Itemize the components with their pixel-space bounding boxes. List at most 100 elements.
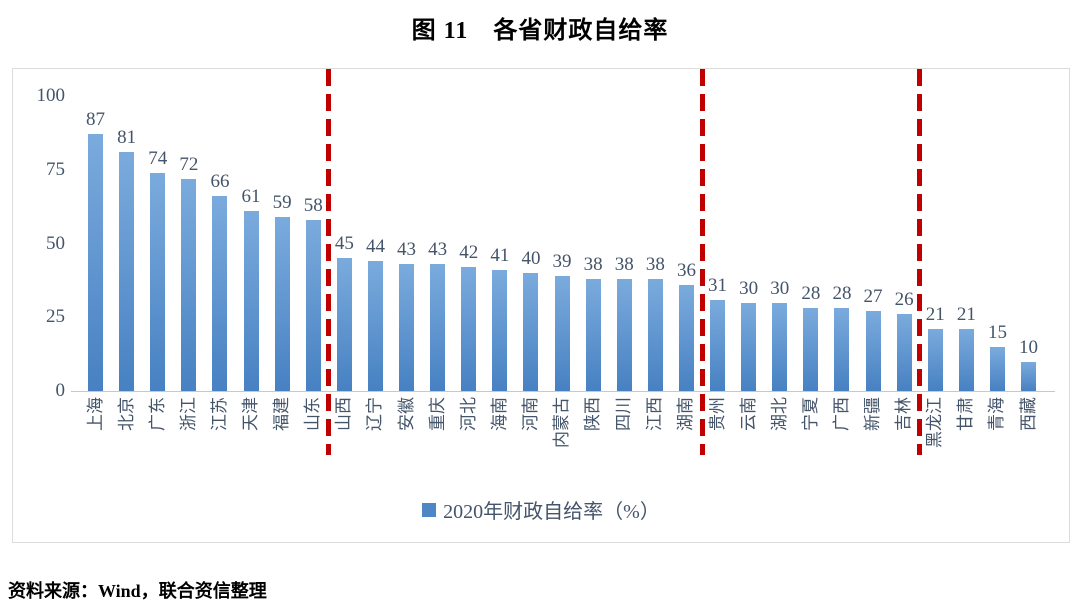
bar-value-label: 72 <box>179 153 199 175</box>
bar-value-label: 10 <box>1019 336 1039 358</box>
bar-value-label: 42 <box>459 242 479 264</box>
x-category-label: 福建 <box>272 397 292 431</box>
x-category-label: 青海 <box>987 397 1007 431</box>
x-category-label: 西藏 <box>1018 397 1038 431</box>
bar-value-label: 40 <box>521 248 541 269</box>
y-tick-label: 0 <box>55 380 66 401</box>
bar <box>585 278 601 391</box>
x-category-label: 湖北 <box>769 397 789 431</box>
y-tick-label: 25 <box>46 306 65 328</box>
group-divider-line <box>326 69 332 455</box>
bar <box>492 270 508 391</box>
x-category-label: 安徽 <box>396 397 416 431</box>
bar <box>336 258 352 391</box>
bar <box>989 346 1005 391</box>
x-category-label: 河北 <box>458 397 478 431</box>
x-category-label: 吉林 <box>894 397 914 431</box>
x-category-label: 广西 <box>831 397 851 431</box>
bar <box>367 261 383 391</box>
bar <box>88 134 104 391</box>
x-category-label: 江西 <box>645 397 665 431</box>
bar <box>896 314 912 391</box>
bar-value-label: 87 <box>86 109 106 131</box>
bar-value-label: 38 <box>583 253 603 275</box>
bar <box>150 172 166 391</box>
bar <box>430 264 446 391</box>
bar <box>834 308 850 391</box>
bar <box>119 152 135 391</box>
bar <box>927 329 943 391</box>
bar-value-label: 45 <box>334 233 354 255</box>
bar <box>461 267 477 391</box>
x-category-label: 重庆 <box>427 397 447 431</box>
bar-value-label: 59 <box>272 191 292 213</box>
bar-value-label: 31 <box>708 274 728 296</box>
x-category-label: 山西 <box>334 397 354 431</box>
bar-value-label: 39 <box>552 250 572 272</box>
x-category-label: 四川 <box>614 397 634 431</box>
legend: 2020年财政自给率（%） <box>13 495 1069 524</box>
x-category-label: 宁夏 <box>800 397 820 431</box>
bar <box>212 196 228 391</box>
x-category-label: 云南 <box>738 397 758 431</box>
x-category-label: 新疆 <box>863 397 883 431</box>
bar <box>181 178 197 391</box>
chart-title: 图 11 各省财政自给率 <box>411 18 669 44</box>
y-tick-label: 100 <box>36 85 66 106</box>
bar-value-label: 81 <box>117 127 137 149</box>
bar-value-label: 74 <box>148 147 168 169</box>
x-category-label: 河南 <box>520 397 540 431</box>
bar-value-label: 43 <box>428 239 448 261</box>
bar <box>243 211 259 391</box>
bar-value-label: 38 <box>614 253 634 275</box>
bar <box>958 329 974 391</box>
bar <box>523 273 539 391</box>
bar-value-label: 36 <box>676 259 696 281</box>
x-category-label: 天津 <box>241 397 261 431</box>
x-category-label: 浙江 <box>178 397 198 431</box>
bar <box>616 278 632 391</box>
bar <box>741 302 757 391</box>
bar <box>678 284 694 391</box>
bar-value-label: 66 <box>210 171 230 193</box>
bar <box>1021 361 1037 391</box>
x-category-label: 北京 <box>116 397 136 431</box>
bar-value-label: 15 <box>987 321 1007 343</box>
bar-value-label: 41 <box>490 245 510 267</box>
bar-value-label: 27 <box>863 286 883 308</box>
y-tick-label: 50 <box>46 232 65 254</box>
x-category-label: 广东 <box>147 397 167 431</box>
x-axis-line <box>71 391 1055 392</box>
bar <box>710 299 726 391</box>
x-category-label: 贵州 <box>707 397 727 431</box>
group-divider-line <box>917 69 923 455</box>
y-tick-label: 75 <box>46 158 65 180</box>
bar <box>803 308 819 391</box>
x-category-label: 内蒙古 <box>552 397 572 448</box>
bar-value-label: 30 <box>770 277 790 299</box>
bar <box>865 311 881 391</box>
source-note: 资料来源：Wind，联合资信整理 <box>8 581 267 601</box>
x-category-label: 湖南 <box>676 397 696 431</box>
x-category-label: 上海 <box>85 397 105 431</box>
bar-value-label: 28 <box>832 283 852 305</box>
bar-value-label: 61 <box>241 186 261 208</box>
bar-value-label: 26 <box>894 289 914 311</box>
bar-value-label: 21 <box>925 304 945 326</box>
bar <box>399 264 415 391</box>
legend-marker-icon <box>422 502 437 517</box>
bar-value-label: 58 <box>303 194 323 216</box>
x-category-label: 陕西 <box>583 397 603 431</box>
bar <box>274 216 290 391</box>
bar <box>647 278 663 391</box>
x-category-label: 辽宁 <box>365 397 385 431</box>
bar-value-label: 38 <box>645 253 665 275</box>
bar <box>772 302 788 391</box>
chart-area: 2020年财政自给率（%） 0 25 50 75 100 87 上海 81 北京 74 广东 72 浙江… <box>12 68 1070 543</box>
bar <box>554 275 570 391</box>
x-category-label: 海南 <box>489 397 509 431</box>
x-category-label: 山东 <box>303 397 323 431</box>
group-divider-line <box>699 69 705 455</box>
bar-value-label: 30 <box>739 277 759 299</box>
